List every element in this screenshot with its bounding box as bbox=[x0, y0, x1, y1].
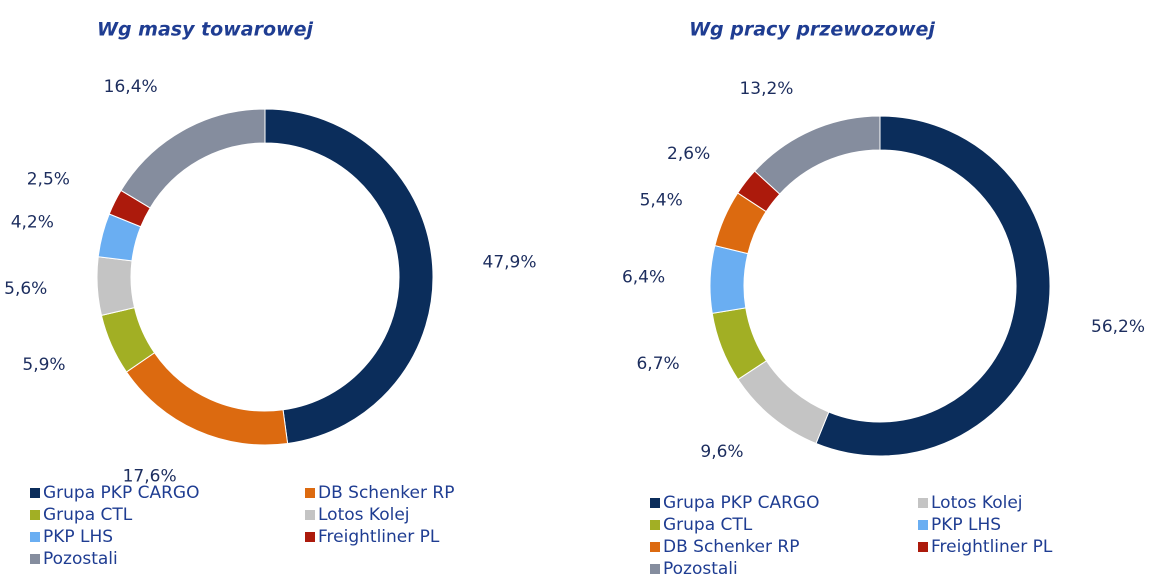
legend-label: DB Schenker RP bbox=[663, 537, 799, 557]
legend-label: PKP LHS bbox=[43, 527, 113, 547]
legend-swatch bbox=[30, 554, 40, 564]
slice bbox=[754, 115, 881, 195]
legend-swatch bbox=[918, 542, 928, 552]
legend-swatch bbox=[30, 532, 40, 542]
legend-label: DB Schenker RP bbox=[318, 483, 454, 503]
slice bbox=[815, 115, 1051, 457]
data-label: 5,4% bbox=[640, 190, 683, 210]
data-label: 9,6% bbox=[700, 442, 743, 462]
data-label: 2,5% bbox=[27, 170, 70, 190]
legend-label: PKP LHS bbox=[931, 515, 1001, 535]
legend-swatch bbox=[650, 542, 660, 552]
slice bbox=[709, 244, 749, 314]
legend-swatch bbox=[305, 510, 315, 520]
legend-label: Lotos Kolej bbox=[931, 493, 1023, 513]
data-label: 6,4% bbox=[622, 268, 665, 288]
legend-swatch bbox=[650, 564, 660, 574]
legend-swatch bbox=[30, 488, 40, 498]
chart-title: Wg masy towarowej bbox=[97, 19, 313, 41]
legend-swatch bbox=[305, 488, 315, 498]
legend-swatch bbox=[918, 520, 928, 530]
data-label: 2,6% bbox=[667, 144, 710, 164]
data-label: 13,2% bbox=[739, 79, 793, 99]
legend-label: Grupa CTL bbox=[663, 515, 753, 535]
data-label: 5,9% bbox=[22, 355, 65, 375]
slice bbox=[737, 360, 830, 445]
legend-swatch bbox=[650, 520, 660, 530]
legend-label: Lotos Kolej bbox=[318, 505, 410, 525]
data-label: 47,9% bbox=[483, 252, 537, 272]
legend-label: Pozostali bbox=[663, 559, 738, 579]
slice bbox=[125, 352, 289, 446]
legend-swatch bbox=[650, 498, 660, 508]
legend-swatch bbox=[305, 532, 315, 542]
legend-swatch bbox=[918, 498, 928, 508]
slice bbox=[96, 256, 136, 317]
legend-label: Freightliner PL bbox=[931, 537, 1053, 557]
data-label: 16,4% bbox=[104, 77, 158, 97]
data-label: 4,2% bbox=[11, 213, 54, 233]
legend-label: Grupa PKP CARGO bbox=[663, 493, 819, 513]
chart-title: Wg pracy przewozowej bbox=[689, 19, 935, 41]
data-label: 56,2% bbox=[1091, 317, 1145, 337]
data-label: 5,6% bbox=[4, 279, 47, 299]
legend-label: Freightliner PL bbox=[318, 527, 440, 547]
data-label: 17,6% bbox=[123, 466, 177, 486]
data-label: 6,7% bbox=[636, 354, 679, 374]
legend-label: Grupa PKP CARGO bbox=[43, 483, 199, 503]
legend-swatch bbox=[30, 510, 40, 520]
slice bbox=[120, 108, 266, 209]
slice bbox=[264, 108, 434, 445]
legend-label: Grupa CTL bbox=[43, 505, 133, 525]
legend-label: Pozostali bbox=[43, 549, 118, 569]
